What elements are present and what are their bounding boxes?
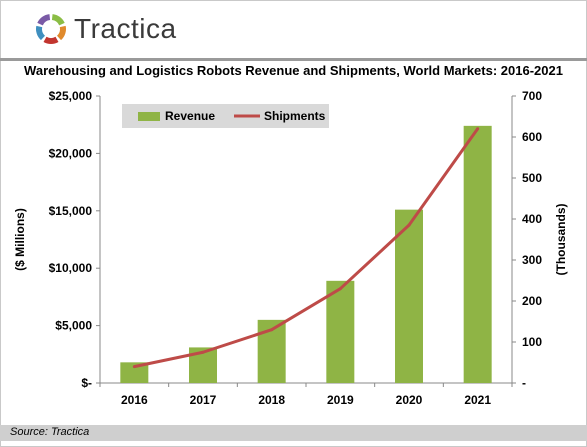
right-axis-tick-label: 600 [522,130,542,144]
right-axis-tick-label: 100 [522,335,542,349]
x-axis-tick-label: 2017 [190,393,217,407]
revenue-bar [120,362,149,383]
left-axis-tick-label: $25,000 [49,89,93,103]
right-axis-tick-label: 500 [522,171,542,185]
chart-title: Warehousing and Logistics Robots Revenue… [24,63,563,78]
legend-swatch-revenue [138,112,160,121]
brand-logo: Tractica [34,12,177,46]
source-note: Source: Tractica [10,426,90,438]
right-axis-tick-label: 300 [522,253,542,267]
revenue-bar [463,125,492,384]
legend-label-revenue: Revenue [165,109,215,123]
left-axis-tick-label: $20,000 [49,146,93,160]
x-axis-tick-label: 2019 [327,393,354,407]
x-axis-tick-label: 2016 [121,393,148,407]
revenue-bar [326,280,355,383]
logo-segment [51,14,65,26]
shipments-point [338,287,342,291]
tractica-logo-icon [36,14,66,44]
right-axis-tick-label: 400 [522,212,542,226]
footer-bar: Source: Tractica [0,425,587,441]
shipments-point [407,223,411,227]
left-axis-tick-label: $10,000 [49,261,93,275]
x-axis-tick-label: 2020 [396,393,423,407]
right-axis-tick-label: 200 [522,294,542,308]
revenue-bar [395,209,423,383]
left-axis-title: ($ Millions) [13,208,27,271]
right-axis-tick-label: - [522,376,526,390]
header-divider [0,58,587,61]
shipments-point [476,127,480,131]
left-axis-tick-label: $- [81,376,92,390]
brand-name: Tractica [74,13,177,44]
logo-segment [36,25,45,41]
right-axis-tick-label: 700 [522,89,542,103]
shipments-point [270,328,274,332]
logo-segment [57,25,66,41]
left-axis-tick-label: $15,000 [49,204,93,218]
left-axis-tick-label: $5,000 [55,319,92,333]
logo-segment [43,36,59,44]
x-axis-tick-label: 2018 [258,393,285,407]
shipments-point [201,350,205,354]
shipments-point [132,365,136,369]
legend-label-shipments: Shipments [264,109,326,123]
shipments-line [134,127,479,369]
logo-segment [37,14,51,26]
right-axis-title: (Thousands) [554,204,568,276]
x-axis-tick-label: 2021 [464,393,491,407]
combo-chart: $- $5,000 $10,000 $15,000 $20,000 $25,000 - 100… [13,89,568,407]
